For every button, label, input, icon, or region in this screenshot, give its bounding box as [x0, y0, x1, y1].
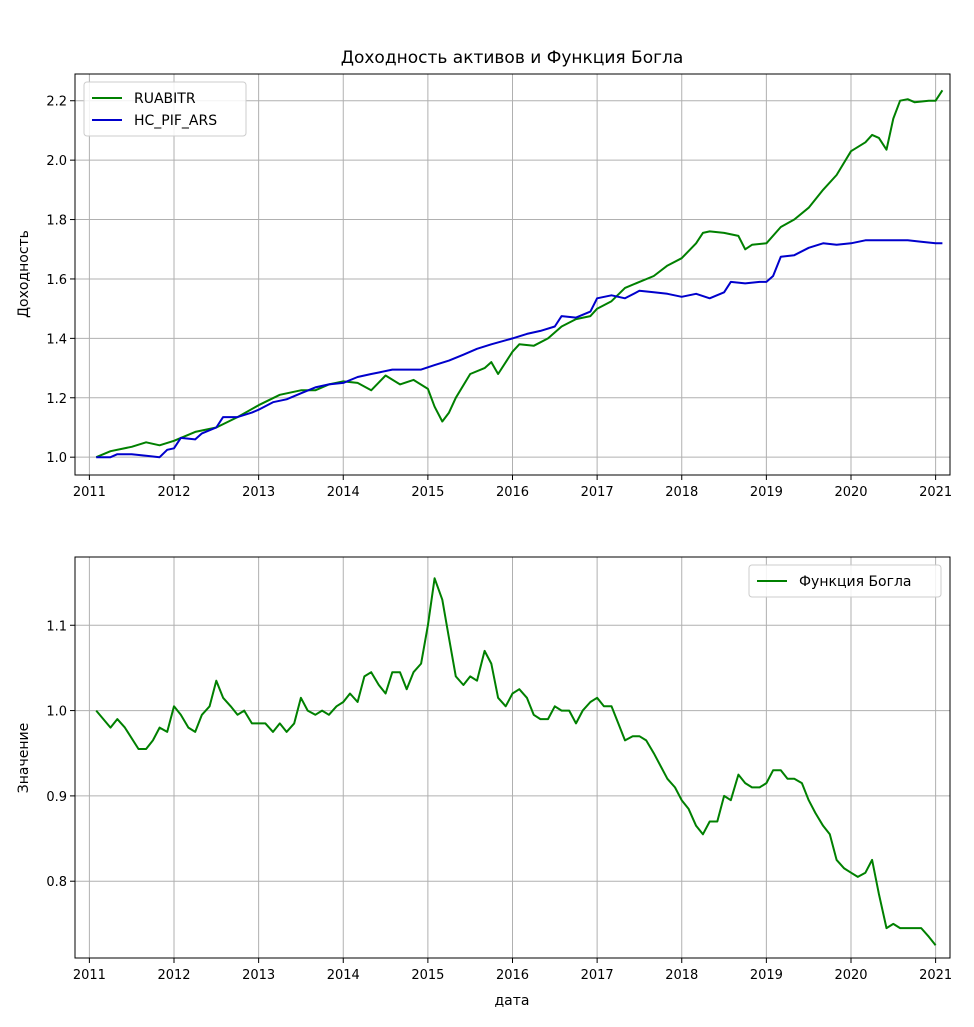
bottom-x-tick-label: 2016 — [496, 968, 529, 983]
bottom-y-tick-label: 0.9 — [46, 790, 67, 805]
top-axes-frame — [74, 73, 951, 476]
bottom-x-axis-label: дата — [495, 993, 530, 1009]
top-x-tick-label: 2016 — [496, 485, 529, 500]
bottom-x-tick-label: 2011 — [73, 968, 106, 983]
chart-marks: 2011 2012 2013 2014 2015 2016 2017 2018 2019 2020… — [46, 73, 952, 983]
top-y-tick-label: 2.2 — [46, 95, 67, 110]
top-x-tick-label: 2011 — [73, 485, 106, 500]
bottom-series-line-функция-богла — [95, 577, 937, 946]
bottom-y-tick-label: 1.1 — [46, 619, 67, 634]
bottom-x-tick-label: 2017 — [581, 968, 614, 983]
bottom-x-tick-label: 2013 — [242, 968, 275, 983]
top-axes: 2011 2012 2013 2014 2015 2016 2017 2018 2019 2020… — [46, 73, 952, 500]
top-x-tick-label: 2013 — [242, 485, 275, 500]
top-x-tick-label: 2012 — [157, 485, 190, 500]
top-legend-label: RUABITR — [134, 91, 196, 107]
top-x-tick-label: 2021 — [919, 485, 952, 500]
top-y-tick-label: 1.8 — [46, 214, 67, 229]
top-y-tick-label: 2.0 — [46, 154, 67, 169]
top-x-tick-label: 2019 — [750, 485, 783, 500]
bottom-y-tick-label: 1.0 — [46, 705, 67, 720]
top-y-tick-label: 1.2 — [46, 392, 67, 407]
top-x-tick-label: 2018 — [665, 485, 698, 500]
bottom-legend-box — [748, 564, 942, 598]
top-x-tick-label: 2017 — [581, 485, 614, 500]
top-y-tick-label: 1.4 — [46, 332, 67, 347]
top-x-tick-label: 2014 — [327, 485, 360, 500]
bottom-x-tick-label: 2014 — [327, 968, 360, 983]
bottom-y-axis-label: Значение — [16, 723, 32, 793]
top-x-tick-label: 2020 — [834, 485, 867, 500]
bottom-axes: 2011 2012 2013 2014 2015 2016 2017 2018 2019 2020… — [46, 556, 952, 983]
bottom-legend: Функция Богла — [748, 564, 942, 598]
bottom-x-tick-label: 2015 — [411, 968, 444, 983]
bottom-x-tick-label: 2021 — [919, 968, 952, 983]
bottom-legend-label: Функция Богла — [799, 574, 912, 590]
top-x-tick-label: 2015 — [411, 485, 444, 500]
top-legend-box — [83, 81, 247, 137]
bottom-axes-frame — [74, 556, 951, 959]
top-legend-label: HC_PIF_ARS — [134, 113, 217, 129]
top-y-tick-label: 1.0 — [46, 451, 67, 466]
bottom-x-tick-label: 2012 — [157, 968, 190, 983]
chart-title: Доходность активов и Функция Богла — [341, 48, 684, 68]
bottom-x-tick-label: 2019 — [750, 968, 783, 983]
bottom-x-tick-label: 2020 — [834, 968, 867, 983]
bottom-x-tick-label: 2018 — [665, 968, 698, 983]
top-y-axis-label: Доходность — [16, 230, 32, 318]
bottom-y-tick-label: 0.8 — [46, 875, 67, 890]
top-y-tick-label: 1.6 — [46, 273, 67, 288]
top-series-line-hc-pif-ars — [96, 239, 943, 459]
top-legend: RUABITR HC_PIF_ARS — [83, 81, 247, 137]
top-series-line-ruabitr — [95, 89, 944, 459]
